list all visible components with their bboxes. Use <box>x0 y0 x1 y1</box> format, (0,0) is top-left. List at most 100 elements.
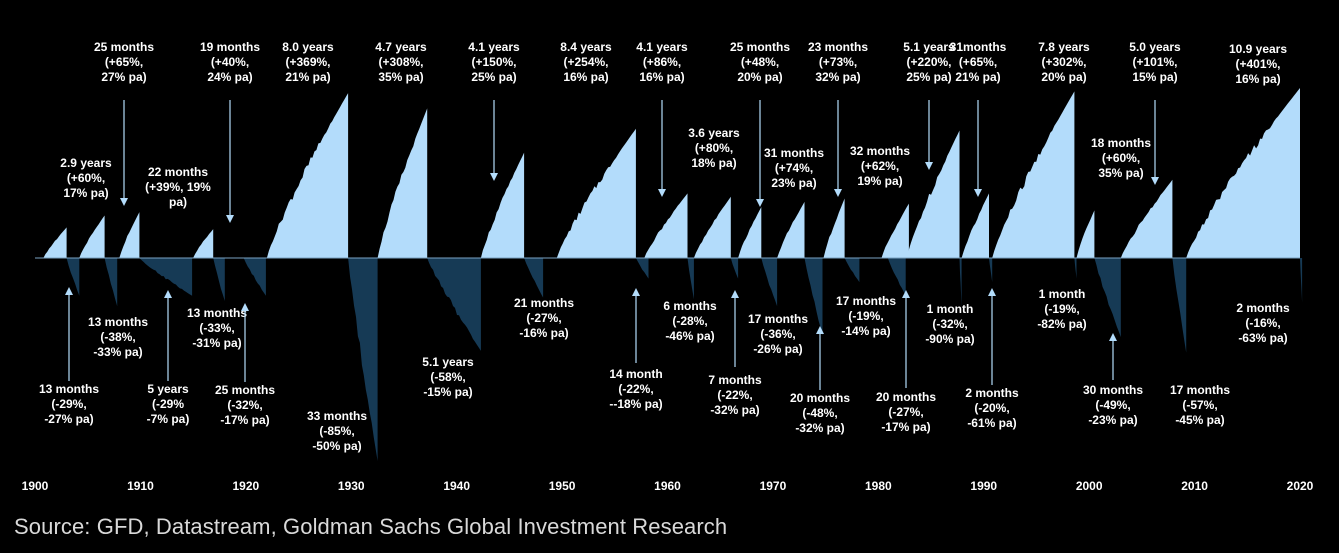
bear-label-line: (-38%, <box>100 330 135 344</box>
bear-label-line: 30 months <box>1083 383 1143 397</box>
bull-label-line: 15% pa) <box>1132 70 1177 84</box>
bear-label-line: -27% pa) <box>44 412 93 426</box>
bear-market-area <box>959 258 962 307</box>
bear-label-line: -17% pa) <box>881 420 930 434</box>
bear-label-line: 17 months <box>748 312 808 326</box>
bear-label-line: 20 months <box>790 391 850 405</box>
bear-label-line: (-22%, <box>618 382 653 396</box>
bull-label-line: (+308%, <box>378 55 423 69</box>
bull-label-line: (+302%, <box>1041 55 1086 69</box>
bear-label-line: (-16%, <box>1245 316 1280 330</box>
bull-market-area <box>480 152 525 258</box>
bear-market-area <box>1074 258 1077 279</box>
x-tick-label: 1960 <box>654 479 681 493</box>
bear-market-area <box>761 258 778 307</box>
bear-label-line: (-85%, <box>319 424 354 438</box>
bear-label-line: -32% pa) <box>795 421 844 435</box>
bear-label-line: 1 month <box>1039 287 1086 301</box>
bull-label-line: 4.1 years <box>636 40 688 54</box>
bear-label-line: -90% pa) <box>925 332 974 346</box>
bear-label-line: -50% pa) <box>312 439 361 453</box>
bear-label-line: 13 months <box>39 382 99 396</box>
bear-market-area <box>635 258 649 279</box>
bear-market-area <box>730 258 739 279</box>
bull-label-line: 18 months <box>1091 136 1151 150</box>
bear-market-area <box>139 258 193 296</box>
bear-label-line: (-33%, <box>199 321 234 335</box>
bull-label-line: 21% pa) <box>955 70 1000 84</box>
x-tick-label: 2020 <box>1287 479 1314 493</box>
bear-market-area <box>243 258 266 296</box>
bull-label-line: (+60%, <box>67 171 105 185</box>
bull-label-line: (+220%, <box>906 55 951 69</box>
bull-label-line: 10.9 years <box>1229 42 1287 56</box>
x-tick-label: 1980 <box>865 479 892 493</box>
bull-market-area <box>119 212 140 258</box>
bear-market-area <box>887 258 906 296</box>
bull-label-line: (+86%, <box>643 55 681 69</box>
bear-label-line: (-32%, <box>227 398 262 412</box>
bear-market-area <box>1094 258 1121 338</box>
bull-label-line: 16% pa) <box>1235 72 1280 86</box>
bull-market-area <box>377 108 428 259</box>
bull-market-area <box>79 215 105 258</box>
bear-label-line: (-29% <box>152 397 184 411</box>
bull-label-line: 27% pa) <box>101 70 146 84</box>
bull-market-area <box>43 227 67 258</box>
bull-label-line: 16% pa) <box>639 70 684 84</box>
bull-market-area <box>693 196 731 258</box>
bull-label-line: 32 months <box>850 144 910 158</box>
bear-label-line: 7 months <box>708 373 762 387</box>
bear-market-area <box>1172 258 1187 353</box>
bear-label-line: (-27%, <box>888 405 923 419</box>
x-tick-label: 1910 <box>127 479 154 493</box>
bear-label-line: (-19%, <box>1044 302 1079 316</box>
bear-label-line: (-49%, <box>1095 398 1130 412</box>
bear-market-area <box>66 258 80 296</box>
bear-label-line: 20 months <box>876 390 936 404</box>
bull-bear-market-chart: 2.9 years(+60%,17% pa)25 months(+65%,27%… <box>22 40 1314 493</box>
bull-label-line: 22 months <box>148 165 208 179</box>
bear-label-line: -31% pa) <box>192 336 241 350</box>
bull-label-line: 16% pa) <box>563 70 608 84</box>
bull-label-line: 19 months <box>200 40 260 54</box>
bull-label-line: (+74%, <box>775 161 813 175</box>
bear-label-line: 13 months <box>187 306 247 320</box>
bull-label-line: (+65%, <box>105 55 143 69</box>
bear-market-area <box>524 258 544 298</box>
bear-label-line: 17 months <box>836 294 896 308</box>
bear-label-line: 5 years <box>147 382 189 396</box>
bull-label-line: (+60%, <box>1102 151 1140 165</box>
bull-label-line: (+40%, <box>211 55 249 69</box>
bear-label-line: 17 months <box>1170 383 1230 397</box>
bear-label-line: 6 months <box>663 299 717 313</box>
bull-market-area <box>881 203 909 258</box>
x-tick-label: 1990 <box>970 479 997 493</box>
bear-label-line: -23% pa) <box>1088 413 1137 427</box>
bear-label-line: -7% pa) <box>147 412 190 426</box>
bull-market-area <box>193 229 214 258</box>
bear-label-line: -15% pa) <box>423 385 472 399</box>
bear-market-area <box>427 258 481 351</box>
bull-label-line: (+39%, 19% <box>145 180 211 194</box>
bull-label-line: (+65%, <box>959 55 997 69</box>
bull-label-line: 4.1 years <box>468 40 520 54</box>
bull-market-area <box>906 130 960 258</box>
bear-label-line: -32% pa) <box>710 403 759 417</box>
bear-label-line: (-36%, <box>760 327 795 341</box>
bear-label-line: 14 month <box>609 367 662 381</box>
bear-label-line: -17% pa) <box>220 413 269 427</box>
bull-market-area <box>738 207 762 258</box>
bear-market-area <box>687 258 694 300</box>
bull-label-line: 3.6 years <box>688 126 740 140</box>
x-tick-label: 1920 <box>232 479 259 493</box>
bull-label-line: 21% pa) <box>285 70 330 84</box>
bull-label-line: 25% pa) <box>471 70 516 84</box>
bull-market-area <box>823 198 845 258</box>
bull-label-line: 5.0 years <box>1129 40 1181 54</box>
x-tick-label: 2000 <box>1076 479 1103 493</box>
bull-label-line: (+150%, <box>471 55 516 69</box>
x-tick-label: 1970 <box>760 479 787 493</box>
x-tick-label: 1940 <box>443 479 470 493</box>
